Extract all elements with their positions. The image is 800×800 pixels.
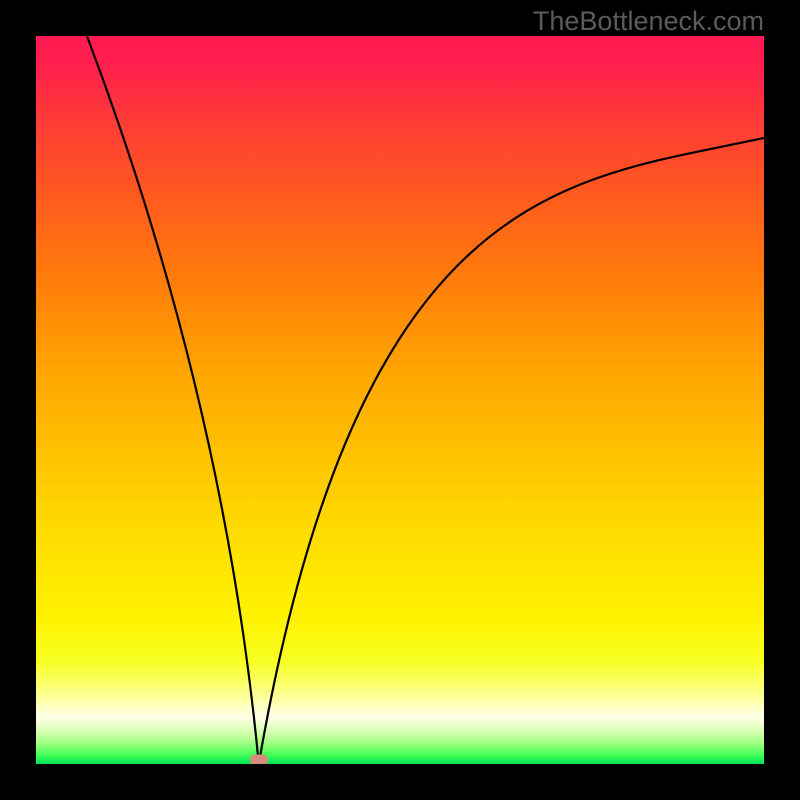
bottleneck-curve: [36, 36, 764, 764]
watermark-text: TheBottleneck.com: [533, 6, 764, 37]
plot-area: [36, 36, 764, 764]
vertex-marker: [250, 755, 268, 764]
frame-left: [0, 0, 36, 800]
curve-path: [87, 36, 764, 764]
frame-right: [764, 0, 800, 800]
frame-bottom: [0, 764, 800, 800]
